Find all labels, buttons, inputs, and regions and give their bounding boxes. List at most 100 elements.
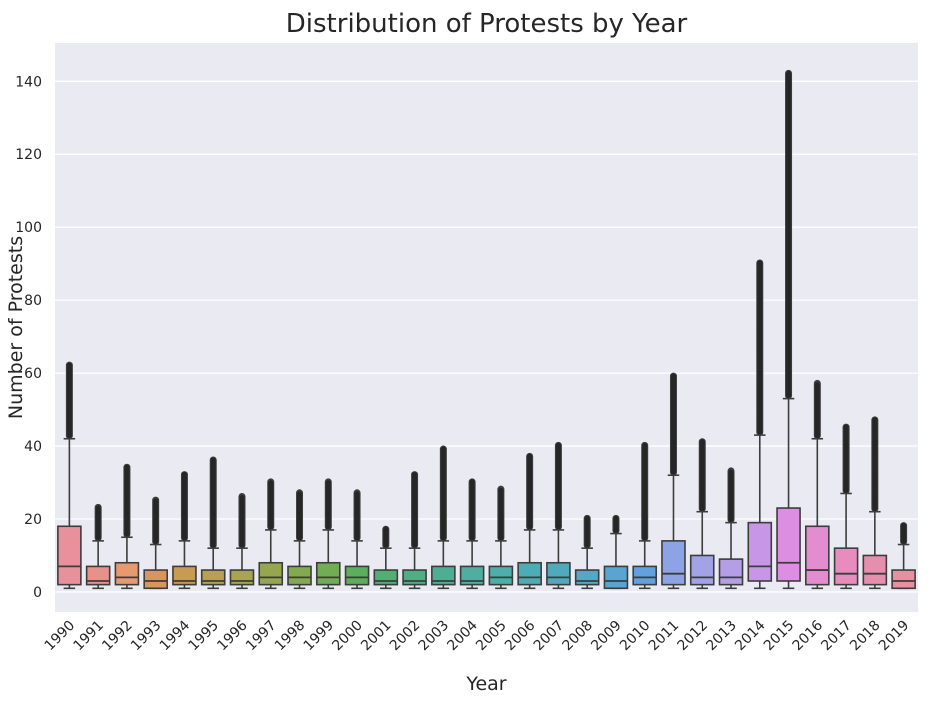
iqr-box-2017 xyxy=(833,547,859,586)
x-tick-label: 1992 xyxy=(99,618,136,655)
iqr-box-2018 xyxy=(862,554,888,586)
x-tick-label: 1995 xyxy=(186,618,223,655)
iqr-box-1990 xyxy=(57,525,82,586)
x-tick-label: 2009 xyxy=(588,618,625,655)
x-tick-label: 2007 xyxy=(531,618,568,655)
y-tick-label: 120 xyxy=(15,147,42,163)
iqr-box-2006 xyxy=(517,561,542,586)
iqr-box-1997 xyxy=(258,561,284,586)
box-2013 xyxy=(718,467,744,590)
box-1998 xyxy=(287,489,312,590)
x-axis-label: Year xyxy=(465,673,506,695)
plot-background xyxy=(55,43,918,612)
iqr-box-2011 xyxy=(661,540,686,586)
x-tick-label: 2014 xyxy=(732,617,769,654)
x-tick-label: 2004 xyxy=(444,617,481,654)
box-2010 xyxy=(632,441,658,590)
iqr-box-2014 xyxy=(747,521,773,582)
y-tick-label: 80 xyxy=(24,293,42,309)
x-tick-label: 1997 xyxy=(243,618,280,655)
iqr-box-2009 xyxy=(603,565,629,590)
box-2015 xyxy=(776,69,801,590)
box-2004 xyxy=(459,478,485,590)
box-2008 xyxy=(574,514,600,590)
box-2002 xyxy=(402,471,427,590)
iqr-box-1994 xyxy=(172,565,197,586)
iqr-box-2004 xyxy=(459,565,485,586)
box-2006 xyxy=(517,452,542,590)
iqr-box-2001 xyxy=(373,569,399,586)
iqr-box-1993 xyxy=(143,569,168,590)
iqr-box-2015 xyxy=(776,507,801,582)
box-2017 xyxy=(833,423,859,590)
iqr-box-2012 xyxy=(689,554,715,586)
x-tick-label: 1991 xyxy=(70,618,107,655)
box-1997 xyxy=(258,478,284,590)
x-tick-label: 2018 xyxy=(847,618,884,655)
y-tick-label: 40 xyxy=(24,439,42,455)
box-1992 xyxy=(114,463,140,590)
x-tick-label: 1993 xyxy=(128,618,165,655)
iqr-box-2007 xyxy=(546,561,571,586)
y-tick-label: 100 xyxy=(15,220,42,236)
gridlines xyxy=(55,80,918,593)
x-tick-label: 2006 xyxy=(502,617,539,654)
y-tick-label: 60 xyxy=(24,366,42,382)
box-1999 xyxy=(315,478,341,590)
iqr-box-1996 xyxy=(229,569,255,586)
x-tick-label: 1994 xyxy=(157,617,194,654)
box-1994 xyxy=(172,471,197,590)
x-tick-label: 2015 xyxy=(761,618,798,655)
box-2003 xyxy=(431,445,456,590)
box-2000 xyxy=(344,489,370,590)
y-tick-label: 20 xyxy=(24,512,42,528)
x-tick-label: 1999 xyxy=(301,618,338,655)
box-1996 xyxy=(229,492,255,590)
box-2014 xyxy=(747,259,773,590)
iqr-box-2000 xyxy=(344,565,370,586)
y-tick-label: 0 xyxy=(33,585,42,601)
iqr-box-2005 xyxy=(488,565,514,586)
box-2018 xyxy=(862,416,888,590)
iqr-box-1991 xyxy=(85,565,111,586)
x-tick-label: 2016 xyxy=(790,617,827,654)
box-2011 xyxy=(661,372,686,590)
iqr-box-2008 xyxy=(574,569,600,586)
x-tick-label: 2017 xyxy=(818,618,855,655)
y-tick-label: 140 xyxy=(15,74,42,90)
x-tick-label: 1996 xyxy=(214,617,251,654)
x-tick-label: 1990 xyxy=(42,618,79,655)
x-tick-label: 1998 xyxy=(272,618,309,655)
box-2012 xyxy=(689,438,715,590)
box-1995 xyxy=(200,456,226,590)
iqr-box-2019 xyxy=(891,569,916,590)
x-tick-label: 2010 xyxy=(617,618,654,655)
iqr-box-2002 xyxy=(402,569,427,586)
iqr-box-2010 xyxy=(632,565,658,586)
iqr-box-1998 xyxy=(287,565,312,586)
x-tick-label: 2011 xyxy=(646,618,683,655)
box-2019 xyxy=(891,522,916,590)
box-1990 xyxy=(57,361,82,590)
box-2009 xyxy=(603,514,629,590)
iqr-box-2013 xyxy=(718,558,744,586)
box-1991 xyxy=(85,503,111,590)
box-2016 xyxy=(805,379,830,590)
x-tick-label: 2019 xyxy=(876,618,913,655)
x-tick-label: 2008 xyxy=(559,618,596,655)
x-tick-label: 2000 xyxy=(329,618,366,655)
iqr-box-1995 xyxy=(200,569,226,586)
x-tick-label: 2001 xyxy=(358,618,395,655)
iqr-box-2016 xyxy=(805,525,830,586)
box-series xyxy=(57,69,916,590)
box-2005 xyxy=(488,485,514,590)
x-tick-label: 2002 xyxy=(387,618,424,655)
y-tick-labels: 0 20 40 60 80 100 120 140 xyxy=(15,74,42,601)
iqr-box-1999 xyxy=(315,561,341,586)
x-tick-labels: 1990199119921993199419951996199719981999… xyxy=(42,617,913,654)
iqr-box-2003 xyxy=(431,565,456,586)
iqr-box-1992 xyxy=(114,561,140,586)
x-tick-label: 2003 xyxy=(416,618,453,655)
x-tick-label: 2012 xyxy=(675,618,712,655)
